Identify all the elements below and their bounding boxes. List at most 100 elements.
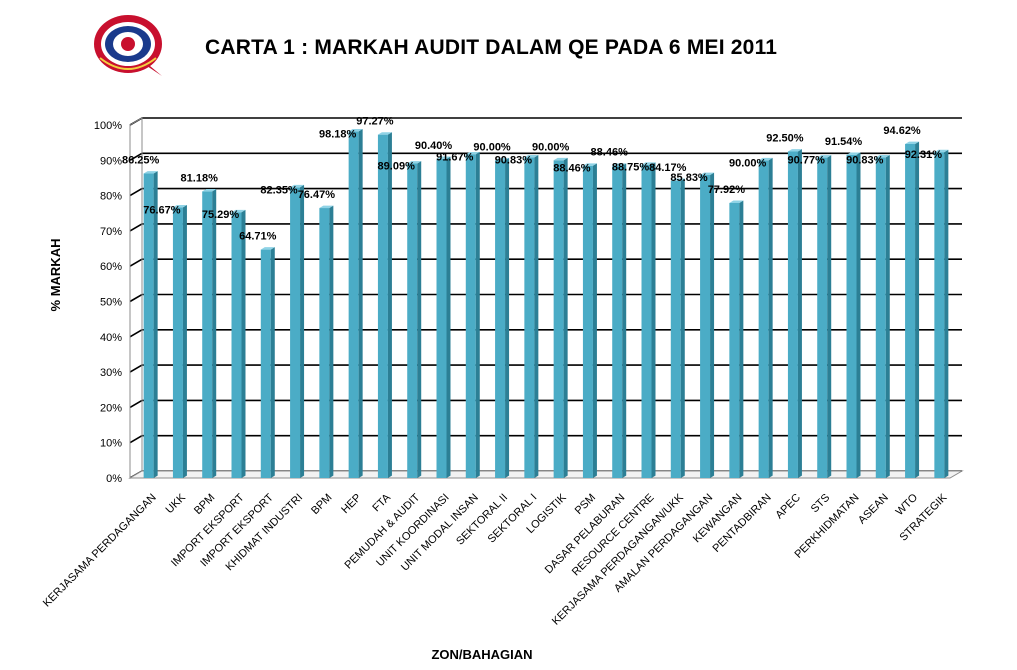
y-tick-label: 0% [106, 473, 122, 485]
category-label: BPM [192, 492, 217, 517]
data-label: 94.62% [883, 125, 921, 137]
chart-title: CARTA 1 : MARKAH AUDIT DALAM QE PADA 6 M… [205, 36, 778, 59]
data-label: 90.83% [846, 154, 884, 166]
bar [612, 163, 627, 479]
data-label: 75.29% [202, 209, 240, 221]
data-label: 91.54% [825, 136, 863, 148]
bar [465, 152, 480, 479]
bar [377, 132, 392, 479]
y-tick-label: 80% [100, 191, 122, 203]
bar [641, 162, 656, 478]
x-axis-title: ZON/BAHAGIAN [431, 647, 532, 662]
data-label: 92.50% [766, 132, 804, 144]
y-tick-label: 100% [94, 120, 122, 132]
category-label: PSM [573, 492, 598, 517]
data-label: 92.31% [905, 149, 943, 161]
gridlines [129, 117, 962, 479]
bar [407, 161, 422, 478]
category-label: HEP [339, 492, 363, 516]
data-label: 64.71% [239, 231, 277, 243]
data-label: 91.67% [436, 151, 474, 163]
bar [905, 141, 920, 478]
category-label: KERJASAMA PERDAGANGAN/UKK [550, 491, 686, 627]
bar [260, 247, 275, 478]
data-label: 82.35% [260, 184, 298, 196]
data-label: 90.83% [495, 154, 533, 166]
category-label: ASEAN [856, 492, 891, 527]
y-tick-label: 70% [100, 226, 122, 238]
y-tick-label: 10% [100, 438, 122, 450]
category-label: KERJASAMA PERDAGANGAN [41, 492, 159, 610]
category-label: BPM [309, 492, 334, 517]
bar [553, 157, 568, 479]
data-label: 90.00% [532, 141, 570, 153]
gridline [129, 328, 962, 338]
axes [128, 117, 964, 479]
gridline [129, 434, 962, 444]
bar [700, 172, 715, 479]
gridline [129, 117, 962, 126]
data-label: 85.83% [670, 172, 708, 184]
y-tick-label: 90% [100, 155, 122, 167]
bar [495, 157, 510, 479]
bar [348, 129, 363, 478]
data-label: 76.47% [298, 189, 336, 201]
y-tick-label: 40% [100, 332, 122, 344]
floor [128, 470, 964, 479]
data-label: 76.67% [143, 204, 181, 216]
ministry-seal-logo [92, 14, 166, 78]
bar [817, 155, 832, 479]
category-label: UKK [164, 491, 189, 516]
y-tick-label: 60% [100, 261, 122, 273]
y-axis-title: % MARKAH [48, 239, 63, 312]
data-label: 84.17% [649, 162, 687, 174]
category-label: APEC [773, 492, 803, 522]
data-label: 90.00% [473, 141, 511, 153]
bar [172, 204, 187, 478]
y-tick-label: 50% [100, 297, 122, 309]
bar [582, 163, 597, 479]
gridline [129, 258, 962, 267]
gridline [129, 364, 962, 373]
bar [143, 171, 158, 478]
bar [436, 156, 451, 478]
data-label: 77.92% [708, 184, 746, 196]
y-tick-labels: 0% 10% 20% 30% 40% 50% 60% 70% 80% 90% 100% [94, 120, 122, 485]
bars [143, 129, 949, 479]
category-label: WTO [894, 491, 921, 518]
y-tick-label: 20% [100, 402, 122, 414]
data-label: 81.18% [181, 172, 219, 184]
data-labels: 86.25% 76.67% 81.18% 75.29% 64.71% 82.35% 76.4… [122, 116, 942, 243]
bar [787, 149, 802, 478]
bar [524, 154, 539, 478]
bar [846, 152, 861, 478]
gridline [129, 399, 962, 409]
data-label: 97.27% [356, 116, 394, 128]
data-label: 90.77% [788, 155, 826, 167]
bar [319, 205, 334, 479]
bar [934, 149, 949, 479]
bar [729, 200, 744, 479]
data-label: 88.75% [612, 162, 650, 174]
data-label: 90.40% [415, 140, 453, 152]
bar [290, 184, 305, 479]
category-label: FTA [370, 491, 393, 514]
bar [670, 178, 685, 479]
bar [758, 157, 773, 479]
y-tick-label: 30% [100, 367, 122, 379]
data-label: 98.18% [319, 128, 357, 140]
gridline [129, 152, 962, 161]
data-label: 88.46% [553, 163, 591, 175]
data-label: 90.00% [729, 157, 767, 169]
bar [231, 209, 246, 478]
data-label: 86.25% [122, 155, 160, 167]
bar [875, 154, 890, 478]
gridline [129, 187, 962, 197]
category-label: STS [809, 492, 833, 516]
gridline [129, 293, 962, 303]
bar [202, 189, 217, 478]
data-label: 89.09% [378, 161, 416, 173]
data-label: 88.46% [591, 147, 629, 159]
